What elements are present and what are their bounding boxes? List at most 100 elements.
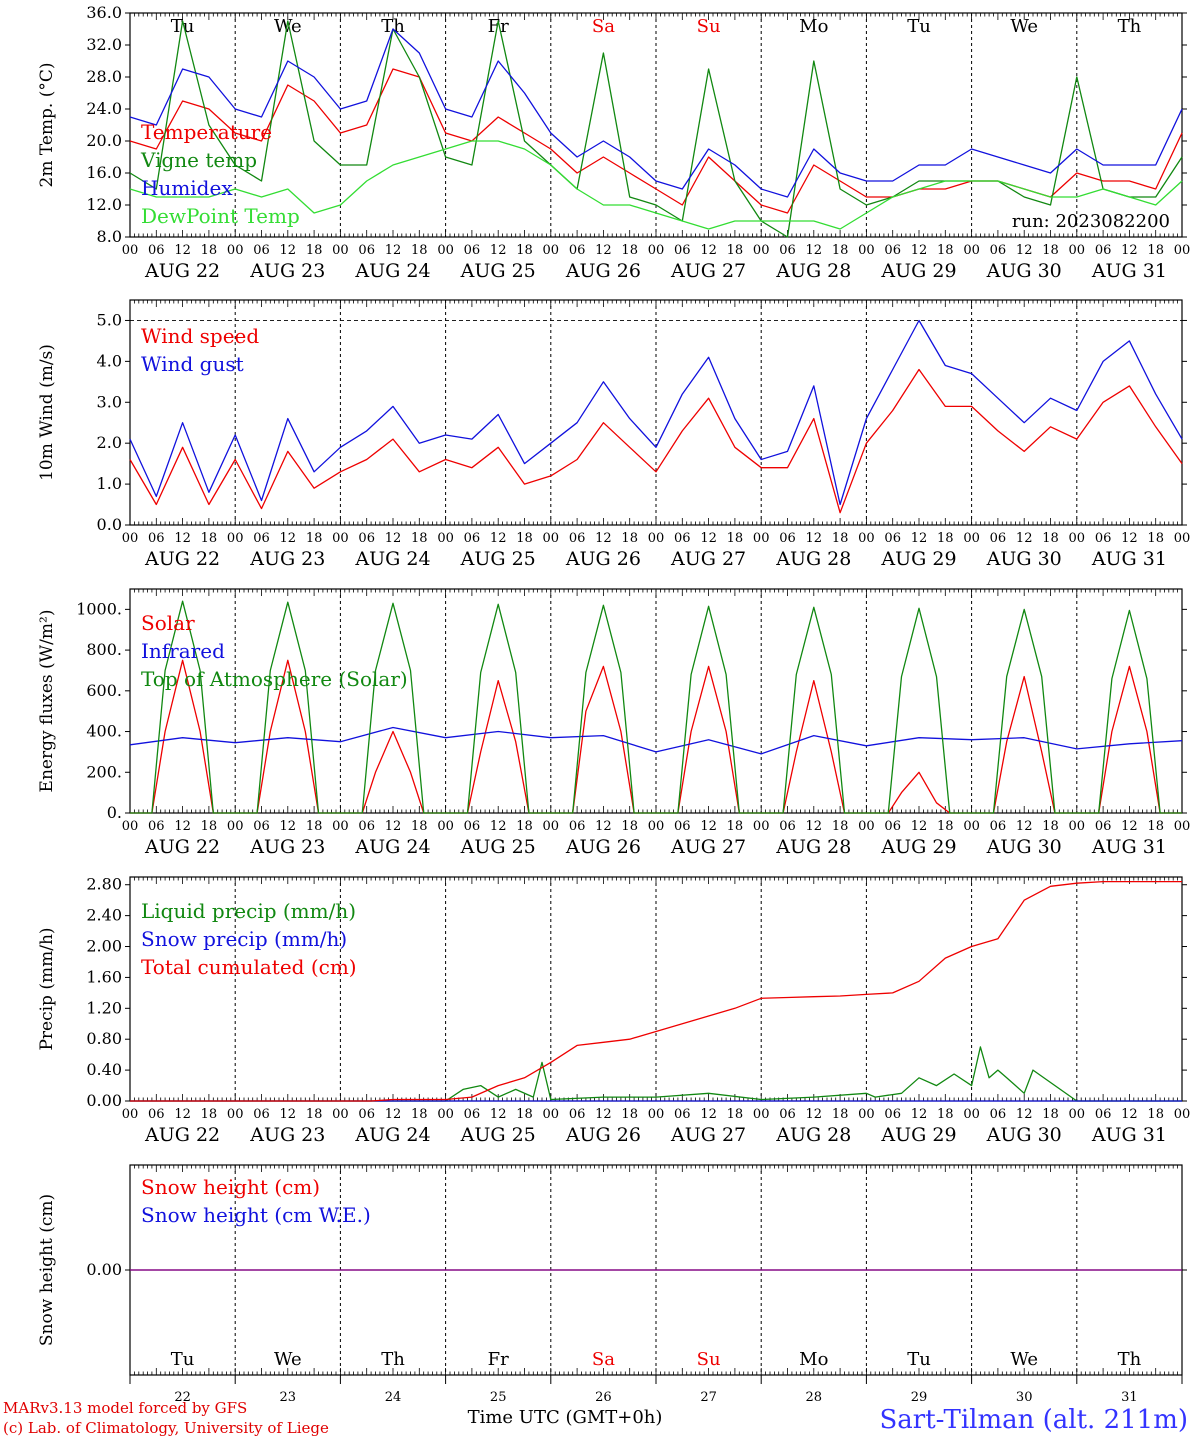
- hour-tick-label: 06: [884, 1107, 901, 1122]
- day-name: Tu: [171, 1349, 195, 1370]
- y-axis-label: Precip (mm/h): [37, 927, 57, 1050]
- hour-tick-label: 00: [1069, 1107, 1086, 1122]
- hour-tick-label: 12: [595, 819, 612, 834]
- hour-tick-label: 06: [674, 819, 691, 834]
- hour-tick-label: 12: [1121, 531, 1138, 546]
- series-line-2: [130, 880, 1182, 1102]
- date-label: AUG 26: [565, 1124, 641, 1146]
- hour-tick-label: 06: [358, 243, 375, 258]
- date-label: AUG 31: [1091, 836, 1167, 858]
- hour-tick-label: 18: [937, 819, 954, 834]
- hour-tick-label: 12: [806, 819, 823, 834]
- date-label: AUG 30: [986, 548, 1062, 570]
- hour-tick-label: 18: [1042, 819, 1059, 834]
- hour-tick-label: 12: [280, 819, 297, 834]
- hour-tick-label: 00: [227, 1107, 244, 1122]
- hour-tick-label: 12: [174, 1107, 191, 1122]
- hour-tick-label: 18: [201, 243, 218, 258]
- panels: 8.0 12.0 16.0 20.0 24.0 28.0 32.0 36.0 2m Temp. …: [37, 3, 1190, 1405]
- series-line-3: [129, 140, 1183, 230]
- hour-tick-label: 06: [779, 243, 796, 258]
- hour-tick-label: 18: [1147, 819, 1164, 834]
- hour-tick-label: 18: [411, 531, 428, 546]
- y-tick-label: 1.20: [86, 998, 122, 1017]
- series-line-0: [129, 368, 1183, 514]
- day-name: Mo: [799, 16, 828, 37]
- day-number: 29: [911, 1390, 928, 1405]
- plot-frame: [129, 299, 1183, 526]
- hour-tick-label: 00: [122, 1107, 139, 1122]
- y-tick-label: 2.0: [97, 433, 122, 452]
- hour-tick-label: 06: [148, 819, 165, 834]
- date-label: AUG 23: [249, 836, 325, 858]
- date-label: AUG 22: [144, 836, 220, 858]
- hour-tick-label: 12: [806, 243, 823, 258]
- hour-tick-label: 00: [858, 243, 875, 258]
- hour-tick-label: 06: [674, 531, 691, 546]
- hour-tick-label: 18: [411, 1107, 428, 1122]
- day-name: Th: [381, 1349, 405, 1370]
- day-name: Mo: [799, 1349, 828, 1370]
- date-label: AUG 30: [986, 836, 1062, 858]
- hour-tick-label: 18: [516, 1107, 533, 1122]
- y-axis-label: 10m Wind (m/s): [37, 344, 57, 481]
- hour-tick-label: 18: [727, 1107, 744, 1122]
- hour-tick-label: 00: [1069, 531, 1086, 546]
- legend-entry: DewPoint Temp: [141, 204, 300, 228]
- date-label: AUG 22: [144, 260, 220, 282]
- day-name: Th: [1118, 16, 1142, 37]
- hour-tick-label: 18: [1042, 531, 1059, 546]
- date-label: AUG 25: [460, 1124, 536, 1146]
- hour-tick-label: 06: [1095, 243, 1112, 258]
- hour-tick-label: 00: [1174, 819, 1191, 834]
- hour-tick-label: 00: [963, 1107, 980, 1122]
- hour-tick-label: 06: [990, 1107, 1007, 1122]
- date-label: AUG 24: [354, 1124, 430, 1146]
- day-name: Sa: [592, 1349, 615, 1370]
- y-tick-label: 12.0: [86, 195, 122, 214]
- hour-tick-label: 00: [227, 243, 244, 258]
- hour-tick-label: 06: [464, 1107, 481, 1122]
- hour-tick-label: 12: [490, 1107, 507, 1122]
- hour-tick-label: 06: [569, 819, 586, 834]
- date-label: AUG 22: [144, 1124, 220, 1146]
- legend-entry: Humidex: [141, 176, 233, 200]
- series-line-1: [129, 20, 1183, 238]
- day-number: 26: [595, 1390, 612, 1405]
- legend-entry: Liquid precip (mm/h): [141, 899, 356, 923]
- hour-tick-label: 12: [280, 1107, 297, 1122]
- y-tick-label: 2.00: [86, 937, 122, 956]
- y-tick-label: 4.0: [97, 351, 122, 370]
- hour-tick-label: 18: [832, 819, 849, 834]
- day-number: 30: [1016, 1390, 1033, 1405]
- hour-tick-label: 00: [332, 819, 349, 834]
- date-label: AUG 28: [775, 548, 851, 570]
- hour-tick-label: 00: [1174, 243, 1191, 258]
- hour-tick-label: 00: [648, 819, 665, 834]
- hour-tick-label: 12: [1016, 531, 1033, 546]
- hour-tick-label: 00: [753, 531, 770, 546]
- hour-tick-label: 00: [753, 819, 770, 834]
- hour-tick-label: 00: [122, 819, 139, 834]
- x-tick-marks: [129, 300, 1183, 525]
- y-tick-label: 1000.: [76, 599, 122, 618]
- hour-tick-label: 00: [332, 531, 349, 546]
- hour-tick-label: 00: [858, 1107, 875, 1122]
- legend-entry: Solar: [141, 611, 195, 635]
- hour-tick-label: 06: [779, 531, 796, 546]
- date-label: AUG 29: [880, 260, 956, 282]
- footer-credit: (c) Lab. of Climatology, University of L…: [3, 1419, 329, 1437]
- hour-tick-label: 18: [306, 1107, 323, 1122]
- hour-tick-label: 00: [963, 243, 980, 258]
- day-name: Fr: [488, 16, 509, 37]
- hour-tick-label: 06: [990, 531, 1007, 546]
- y-tick-label: 1.60: [86, 967, 122, 986]
- hour-tick-label: 06: [464, 531, 481, 546]
- hour-tick-label: 06: [884, 243, 901, 258]
- hour-tick-label: 18: [832, 243, 849, 258]
- hour-tick-label: 00: [437, 819, 454, 834]
- y-tick-label: 32.0: [86, 35, 122, 54]
- hour-tick-label: 18: [832, 531, 849, 546]
- hour-tick-label: 18: [937, 1107, 954, 1122]
- y-tick-label: 16.0: [86, 163, 122, 182]
